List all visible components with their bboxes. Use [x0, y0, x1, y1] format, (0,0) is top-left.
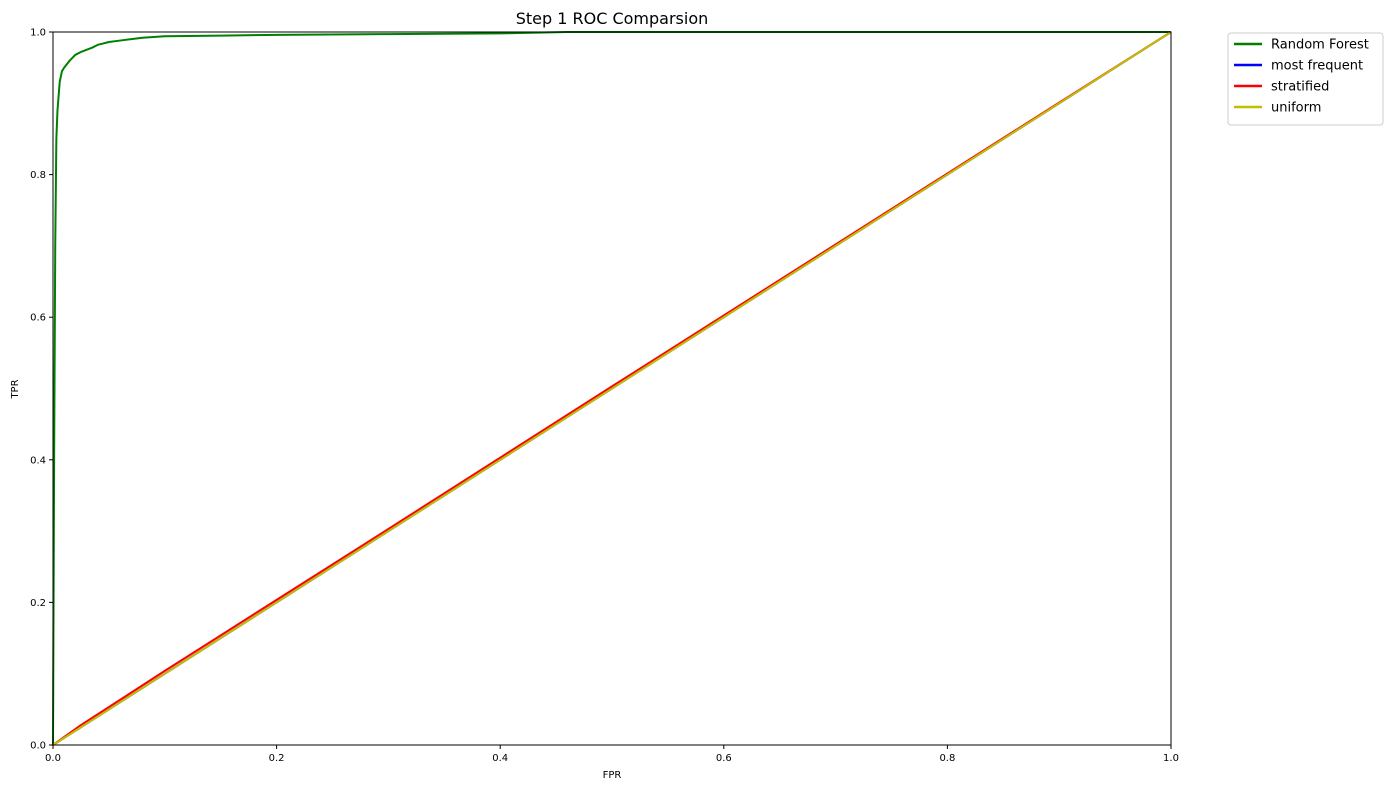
- y-tick-label: 0.0: [30, 741, 46, 752]
- legend-label: stratified: [1271, 80, 1329, 95]
- y-tick-label: 0.2: [30, 598, 46, 609]
- x-tick-label: 0.8: [939, 753, 955, 764]
- x-tick-label: 0.2: [269, 753, 285, 764]
- y-axis-label: TPR: [10, 379, 21, 399]
- legend-label: most frequent: [1271, 59, 1363, 74]
- legend-box: [1227, 32, 1384, 126]
- x-tick-label: 0.4: [492, 753, 508, 764]
- series-line-random-forest: [52, 31, 1171, 746]
- x-axis-label: FPR: [603, 770, 622, 781]
- x-tick-label: 1.0: [1163, 753, 1179, 764]
- series-layer: [52, 31, 1172, 746]
- plot-frame: [52, 31, 1172, 746]
- legend-label: Random Forest: [1271, 38, 1369, 53]
- legend-label: uniform: [1271, 101, 1321, 116]
- legend: Random Forest most frequent stratified unif…: [1227, 32, 1384, 126]
- series-line-uniform: [52, 31, 1172, 746]
- y-tick-label: 0.6: [30, 313, 46, 324]
- tick-layer: 0.0 0.2 0.4 0.6 0.8 1.0 0.0 0.2 0.4 0.6 0.8 1.0: [30, 28, 1179, 765]
- y-tick-label: 0.8: [30, 170, 46, 181]
- chart-title: Step 1 ROC Comparsion: [516, 9, 709, 28]
- x-tick-label: 0.6: [716, 753, 732, 764]
- y-tick-label: 0.4: [30, 455, 46, 466]
- x-tick-label: 0.0: [45, 753, 61, 764]
- y-tick-label: 1.0: [30, 28, 46, 39]
